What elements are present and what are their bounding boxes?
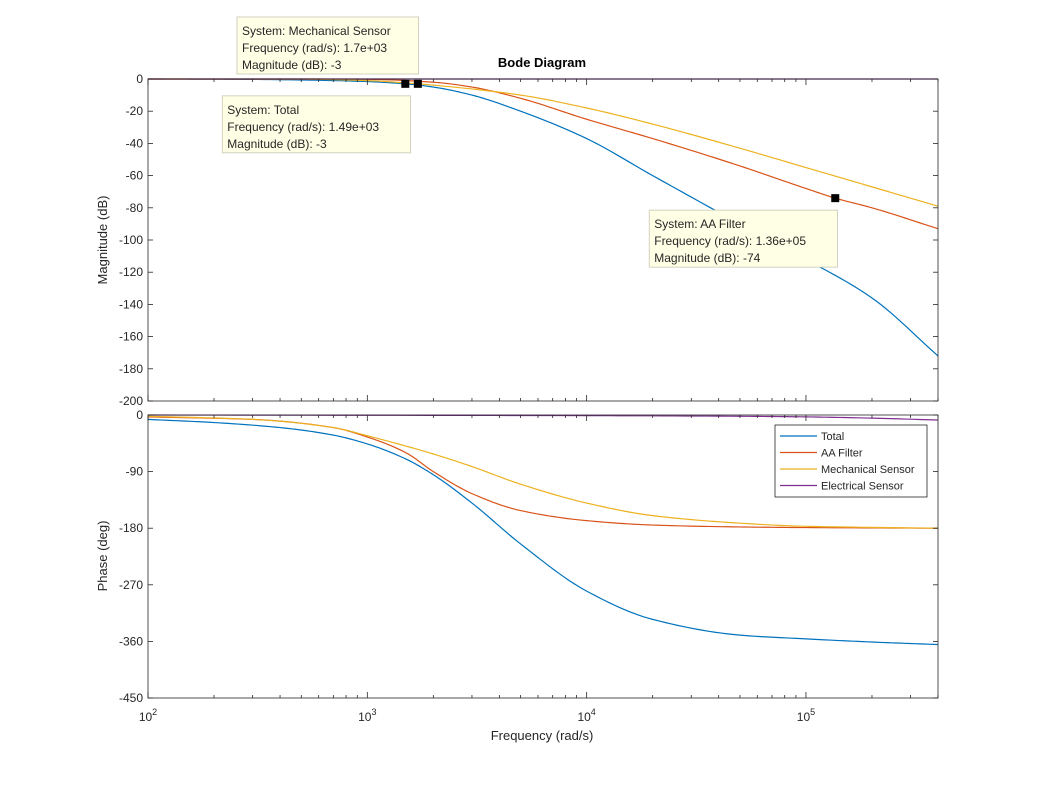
magnitude-line-mechanical-sensor — [147, 78, 939, 207]
x-axis-label: Frequency (rad/s) — [491, 728, 594, 743]
phase-line-mechanical-sensor — [147, 415, 939, 529]
legend-item-electrical-sensor[interactable]: Electrical Sensor — [780, 481, 904, 493]
x-tick-exponent: 5 — [810, 707, 815, 717]
legend-label: Total — [821, 431, 844, 443]
legend-item-aa-filter[interactable]: AA Filter — [780, 448, 863, 460]
datatip-0[interactable]: System: Mechanical Sensor Frequency (rad/… — [236, 16, 422, 88]
datatip-2[interactable]: System: AA Filter Frequency (rad/s): 1.36… — [648, 194, 840, 268]
datatip-1[interactable]: System: Total Frequency (rad/s): 1.49e+03… — [221, 79, 411, 154]
y-tick-label: 0 — [136, 408, 143, 422]
phase-axes-frame — [147, 414, 939, 699]
x-tick-base: 10 — [577, 710, 591, 724]
phase-series-group — [147, 414, 939, 646]
phase-y-axis-label: Phase (deg) — [95, 521, 110, 592]
y-tick-label: -180 — [119, 521, 143, 535]
x-tick-base: 10 — [797, 710, 811, 724]
datatip-marker[interactable] — [831, 194, 840, 203]
y-tick-label: -100 — [119, 233, 143, 247]
y-tick-label: -270 — [119, 578, 143, 592]
x-tick-exponent: 3 — [371, 707, 376, 717]
legend-item-mechanical-sensor[interactable]: Mechanical Sensor — [780, 464, 915, 476]
legend: Total AA Filter Mechanical Sensor Electrica… — [774, 424, 928, 498]
datatip-line: Frequency (rad/s): 1.49e+03 — [227, 120, 379, 134]
x-tick-label: 105 — [797, 707, 815, 724]
y-tick-label: 0 — [136, 72, 143, 86]
magnitude-panel: 0 -20 -40 -60 -80 -100 -120 -140 -160 -180 -200 Ma… — [95, 16, 939, 408]
y-tick-label: -200 — [119, 394, 143, 408]
datatip-box — [648, 209, 838, 268]
y-tick-label: -120 — [119, 265, 143, 279]
datatip-line: Magnitude (dB): -3 — [242, 58, 342, 72]
datatip-line: System: Total — [227, 103, 299, 117]
x-tick-label: 104 — [577, 707, 595, 724]
y-tick-label: -160 — [119, 330, 143, 344]
magnitude-y-axis-label: Magnitude (dB) — [95, 196, 110, 285]
y-tick-label: -40 — [126, 136, 144, 150]
x-tick-base: 10 — [358, 710, 372, 724]
y-tick-label: -80 — [126, 201, 144, 215]
datatip-box — [221, 95, 411, 154]
y-tick-label: -450 — [119, 691, 143, 705]
legend-label: AA Filter — [821, 448, 863, 460]
y-tick-label: -140 — [119, 297, 143, 311]
datatip-box — [236, 16, 420, 75]
x-tick-exponent: 2 — [152, 707, 157, 717]
x-tick-label: 103 — [358, 707, 376, 724]
y-tick-label: -20 — [126, 104, 144, 118]
legend-item-total[interactable]: Total — [780, 431, 844, 443]
legend-label: Mechanical Sensor — [821, 464, 915, 476]
datatip-line: Frequency (rad/s): 1.7e+03 — [242, 41, 387, 55]
y-tick-label: -360 — [119, 634, 143, 648]
datatip-line: System: AA Filter — [654, 217, 745, 231]
datatip-marker[interactable] — [413, 79, 422, 88]
phase-line-total — [147, 418, 939, 646]
x-tick-base: 10 — [139, 710, 153, 724]
datatip-line: Frequency (rad/s): 1.36e+05 — [654, 234, 806, 248]
magnitude-datatips: System: Mechanical Sensor Frequency (rad/… — [221, 16, 840, 268]
magnitude-ticks: 0 -20 -40 -60 -80 -100 -120 -140 -160 -180 -200 — [119, 72, 939, 408]
x-tick-label: 102 — [139, 707, 157, 724]
y-tick-label: -180 — [119, 362, 143, 376]
datatip-marker[interactable] — [401, 79, 410, 88]
x-tick-exponent: 4 — [591, 707, 596, 717]
phase-line-electrical-sensor — [147, 414, 939, 421]
datatip-line: Magnitude (dB): -74 — [654, 251, 760, 265]
chart-title: Bode Diagram — [498, 55, 586, 70]
legend-label: Electrical Sensor — [821, 481, 904, 493]
y-tick-label: -90 — [126, 465, 144, 479]
datatip-line: System: Mechanical Sensor — [242, 24, 391, 38]
y-tick-label: -60 — [126, 169, 144, 183]
datatip-line: Magnitude (dB): -3 — [227, 137, 327, 151]
